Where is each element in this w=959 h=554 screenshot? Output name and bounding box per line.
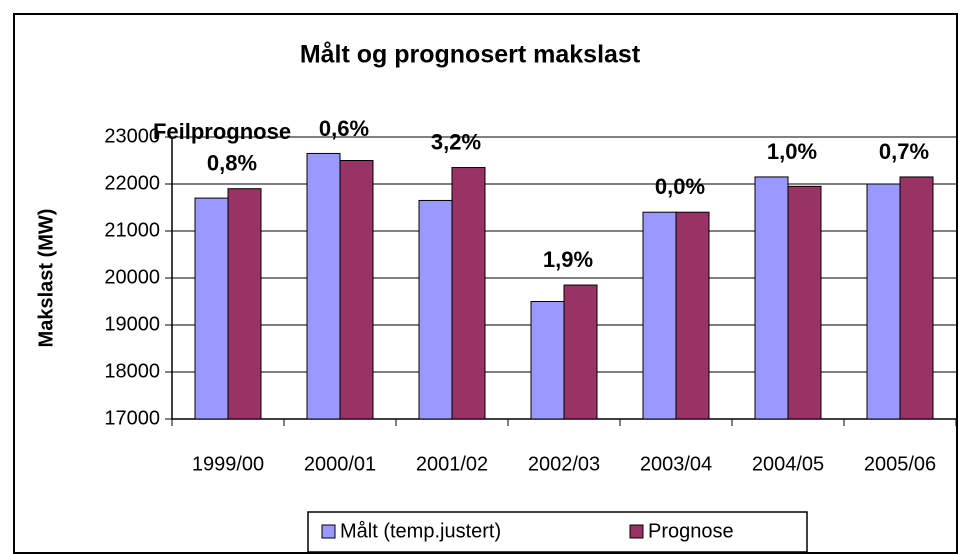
annotation-title: Feilprognose [153,119,291,144]
x-tick-label: 2001/02 [416,453,488,475]
bar [530,301,565,420]
x-tick-label: 2005/06 [864,453,936,475]
y-axis-title: Makslast (MW) [35,209,57,348]
bar [675,211,710,420]
y-tick-label: 20000 [104,266,160,288]
bar [866,183,901,420]
bar [787,185,822,420]
annotation: 0,0% [655,174,705,199]
bar [227,188,262,420]
bar [339,160,374,420]
legend-label: Målt (temp.justert) [340,520,501,542]
annotation: 3,2% [431,129,481,154]
annotation: 0,8% [207,151,257,176]
y-tick-label: 23000 [104,125,160,147]
bar [899,176,934,420]
bar [306,152,341,420]
legend-box [307,511,808,553]
y-tick-label: 19000 [104,313,160,335]
x-tick-label: 1999/00 [192,453,264,475]
y-tick-label: 22000 [104,172,160,194]
x-tick-label: 2003/04 [640,453,712,475]
legend-label: Prognose [648,520,734,542]
bar [563,284,598,420]
legend-swatch [629,524,644,539]
y-tick-label: 21000 [104,219,160,241]
annotation: 1,0% [767,139,817,164]
x-tick-label: 2004/05 [752,453,824,475]
bar [194,197,229,420]
chart-title: Målt og prognosert makslast [300,41,641,69]
y-tick-label: 17000 [104,407,160,429]
annotation: 1,9% [543,247,593,272]
bar [642,211,677,420]
bar [451,167,486,420]
y-tick-label: 18000 [104,360,160,382]
bar [418,199,453,420]
bar [754,176,789,420]
annotation: 0,7% [879,139,929,164]
x-tick-label: 2002/03 [528,453,600,475]
legend-swatch [321,524,336,539]
annotation: 0,6% [319,116,369,141]
x-tick-label: 2000/01 [304,453,376,475]
